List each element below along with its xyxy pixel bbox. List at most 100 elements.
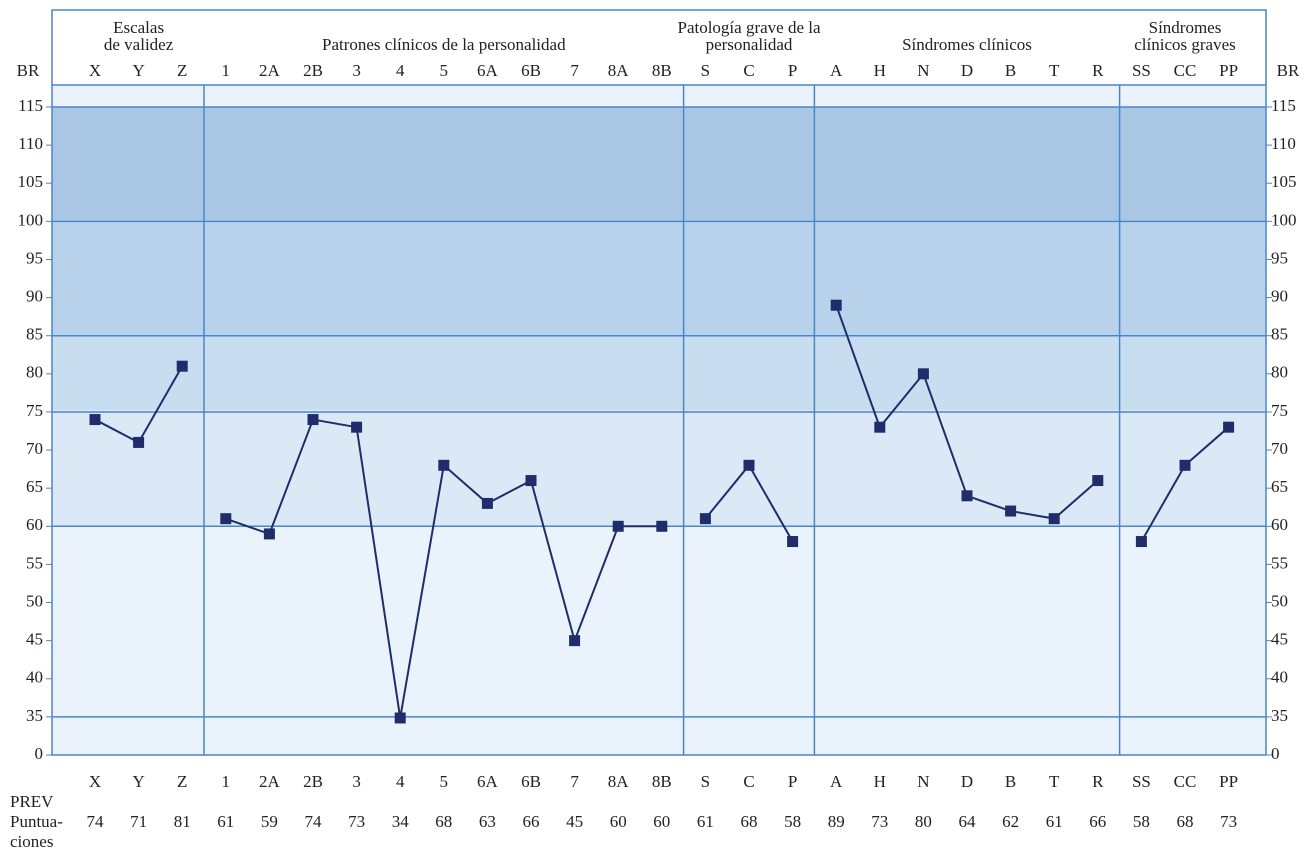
axis-label: BR: [17, 61, 40, 80]
x-tick-label: 6B: [521, 61, 541, 80]
marker: [569, 635, 581, 647]
x-tick-label: A: [830, 61, 843, 80]
x-tick-label: S: [701, 61, 710, 80]
x-tick-label: T: [1049, 772, 1060, 791]
marker: [351, 421, 363, 433]
x-tick-label: SS: [1132, 61, 1151, 80]
x-tick-label: 8B: [652, 61, 672, 80]
y-tick-label: 35: [26, 706, 43, 725]
y-tick-label: 70: [1271, 439, 1288, 458]
band: [52, 410, 1266, 526]
bands: [52, 85, 1266, 755]
x-tick-label: CC: [1174, 772, 1197, 791]
y-tick-label: 90: [26, 286, 43, 305]
marker: [961, 490, 973, 502]
y-tick-label: 50: [1271, 591, 1288, 610]
score-label: 68: [1177, 812, 1194, 831]
x-tick-label: N: [917, 772, 929, 791]
y-tick-label: 90: [1271, 286, 1288, 305]
score-label: 80: [915, 812, 932, 831]
x-tick-label: B: [1005, 772, 1016, 791]
group-title: Síndromes: [1149, 18, 1222, 37]
score-label: 68: [435, 812, 452, 831]
group-title: Escalas: [113, 18, 164, 37]
y-tick-label: 65: [26, 477, 43, 496]
x-tick-label: 7: [570, 772, 579, 791]
group-title: clínicos graves: [1134, 35, 1236, 54]
score-label: 34: [392, 812, 410, 831]
score-label: 74: [87, 812, 105, 831]
y-tick-label: 75: [26, 401, 43, 420]
x-tick-label: C: [743, 61, 754, 80]
x-tick-label: 5: [440, 61, 449, 80]
x-tick-label: Z: [177, 772, 187, 791]
score-label: 45: [566, 812, 583, 831]
marker: [176, 360, 188, 372]
x-tick-label: N: [917, 61, 929, 80]
score-label: 61: [697, 812, 714, 831]
row-label: ciones: [10, 832, 53, 851]
y-tick-label: 35: [1271, 706, 1288, 725]
marker: [656, 520, 668, 532]
y-tick-label: 95: [1271, 248, 1288, 267]
y-tick-label: 100: [1271, 210, 1297, 229]
score-label: 63: [479, 812, 496, 831]
y-tick-label: 40: [26, 668, 43, 687]
y-tick-label: 115: [1271, 96, 1296, 115]
y-tick-label: 110: [1271, 134, 1296, 153]
x-tick-label: H: [874, 772, 886, 791]
marker: [1092, 475, 1104, 487]
score-label: 64: [959, 812, 977, 831]
y-tick-label: 80: [26, 363, 43, 382]
score-label: 60: [653, 812, 670, 831]
x-tick-label: 6A: [477, 61, 499, 80]
x-tick-label: X: [89, 61, 101, 80]
x-tick-label: 7: [570, 61, 579, 80]
marker: [699, 513, 711, 525]
x-tick-label: P: [788, 61, 797, 80]
x-tick-label: 6B: [521, 772, 541, 791]
y-tick-label: 85: [1271, 325, 1288, 344]
y-tick-label: 60: [1271, 515, 1288, 534]
x-tick-label: Z: [177, 61, 187, 80]
score-label: 58: [1133, 812, 1150, 831]
marker: [481, 497, 493, 509]
x-tick-label: D: [961, 61, 973, 80]
marker: [263, 528, 275, 540]
marker: [133, 436, 145, 448]
marker: [787, 536, 799, 548]
x-tick-label: CC: [1174, 61, 1197, 80]
score-label: 71: [130, 812, 147, 831]
x-tick-label: C: [743, 772, 754, 791]
score-label: 58: [784, 812, 801, 831]
x-tick-label: PP: [1219, 772, 1238, 791]
y-tick-label: 45: [26, 630, 43, 649]
marker: [307, 414, 319, 426]
marker: [394, 712, 406, 724]
x-tick-label: 5: [440, 772, 449, 791]
y-tick-label: 0: [1271, 744, 1280, 763]
marker: [743, 459, 755, 471]
group-title: personalidad: [706, 35, 793, 54]
y-tick-label: 115: [18, 96, 43, 115]
y-tick-label: 110: [18, 134, 43, 153]
x-tick-label: D: [961, 772, 973, 791]
y-tick-label: 60: [26, 515, 43, 534]
score-label: 60: [610, 812, 627, 831]
score-label: 74: [305, 812, 323, 831]
x-tick-label: R: [1092, 772, 1104, 791]
x-tick-label: 8A: [608, 772, 630, 791]
marker: [525, 475, 537, 487]
y-tick-label: 100: [18, 210, 44, 229]
x-tick-label: 4: [396, 772, 405, 791]
axis-label: BR: [1277, 61, 1300, 80]
row-label: Puntua-: [10, 812, 63, 831]
score-label: 89: [828, 812, 845, 831]
row-label: PREV: [10, 792, 54, 811]
marker: [874, 421, 886, 433]
x-tick-label: 4: [396, 61, 405, 80]
x-tick-label: H: [874, 61, 886, 80]
y-tick-label: 105: [1271, 172, 1297, 191]
marker: [1223, 421, 1235, 433]
group-title: de validez: [104, 35, 174, 54]
